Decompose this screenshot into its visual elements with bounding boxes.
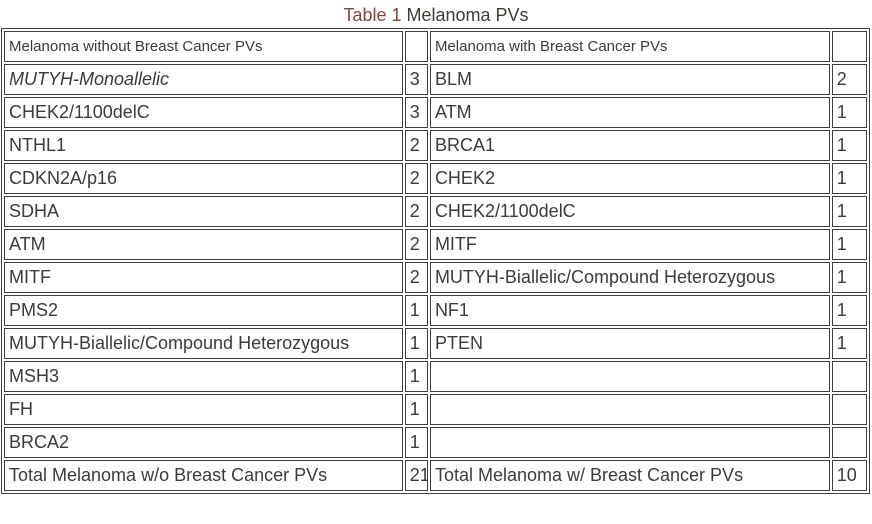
gene-cell-left: SDHA [4, 196, 403, 227]
gene-cell-left: NTHL1 [4, 130, 403, 161]
gene-cell-left: FH [4, 394, 403, 425]
count-cell-left: 2 [404, 229, 428, 260]
total-right-count: 10 [831, 460, 867, 491]
gene-cell-left: MUTYH-Biallelic/Compound Heterozygous [4, 328, 403, 359]
count-cell-right: 1 [831, 328, 867, 359]
count-cell-left: 2 [404, 196, 428, 227]
total-left-label: Total Melanoma w/o Breast Cancer PVs [4, 460, 403, 491]
header-left-count [404, 31, 428, 62]
table-caption-text: Melanoma PVs [401, 5, 529, 25]
count-cell-left: 1 [404, 295, 428, 326]
count-cell-right [831, 361, 867, 392]
gene-cell-left: CHEK2/1100delC [4, 97, 403, 128]
table-row: CDKN2A/p16 2 CHEK2 1 [4, 163, 867, 194]
gene-cell-left: ATM [4, 229, 403, 260]
count-cell-left: 3 [404, 97, 428, 128]
gene-cell-left: CDKN2A/p16 [4, 163, 403, 194]
count-cell-right: 1 [831, 229, 867, 260]
table-row: SDHA 2 CHEK2/1100delC 1 [4, 196, 867, 227]
table-body: Melanoma without Breast Cancer PVs Melan… [4, 31, 867, 491]
count-cell-left: 2 [404, 262, 428, 293]
header-left-title: Melanoma without Breast Cancer PVs [4, 31, 403, 62]
count-cell-right: 1 [831, 163, 867, 194]
gene-cell-right: NF1 [429, 295, 830, 326]
gene-cell-left: MITF [4, 262, 403, 293]
gene-cell-left: PMS2 [4, 295, 403, 326]
count-cell-left: 2 [404, 130, 428, 161]
total-left-count: 21 [404, 460, 428, 491]
gene-cell-left: MSH3 [4, 361, 403, 392]
count-cell-left: 3 [404, 64, 428, 95]
count-cell-right: 1 [831, 196, 867, 227]
table-row: FH 1 [4, 394, 867, 425]
count-cell-left: 2 [404, 163, 428, 194]
table-row: MUTYH-Monoallelic 3 BLM 2 [4, 64, 867, 95]
gene-cell-right: BRCA1 [429, 130, 830, 161]
table-row: ATM 2 MITF 1 [4, 229, 867, 260]
table-total-row: Total Melanoma w/o Breast Cancer PVs 21 … [4, 460, 867, 491]
table-row: MSH3 1 [4, 361, 867, 392]
count-cell-right: 1 [831, 295, 867, 326]
table-header-row: Melanoma without Breast Cancer PVs Melan… [4, 31, 867, 62]
count-cell-left: 1 [404, 361, 428, 392]
count-cell-right: 1 [831, 97, 867, 128]
gene-cell-right: ATM [429, 97, 830, 128]
table-row: BRCA2 1 [4, 427, 867, 458]
table-caption: Table 1 Melanoma PVs [0, 0, 872, 26]
count-cell-left: 1 [404, 394, 428, 425]
gene-cell-right: PTEN [429, 328, 830, 359]
table-row: MUTYH-Biallelic/Compound Heterozygous 1 … [4, 328, 867, 359]
header-right-count [831, 31, 867, 62]
gene-cell-right [429, 427, 830, 458]
count-cell-left: 1 [404, 427, 428, 458]
count-cell-left: 1 [404, 328, 428, 359]
table-row: PMS2 1 NF1 1 [4, 295, 867, 326]
melanoma-pv-table: Melanoma without Breast Cancer PVs Melan… [1, 28, 870, 494]
table-row: MITF 2 MUTYH-Biallelic/Compound Heterozy… [4, 262, 867, 293]
gene-cell-right: CHEK2 [429, 163, 830, 194]
total-right-label: Total Melanoma w/ Breast Cancer PVs [429, 460, 830, 491]
count-cell-right: 1 [831, 262, 867, 293]
gene-cell-right: BLM [429, 64, 830, 95]
count-cell-right: 2 [831, 64, 867, 95]
gene-cell-right: MUTYH-Biallelic/Compound Heterozygous [429, 262, 830, 293]
count-cell-right: 1 [831, 130, 867, 161]
table-row: NTHL1 2 BRCA1 1 [4, 130, 867, 161]
count-cell-right [831, 427, 867, 458]
header-right-title: Melanoma with Breast Cancer PVs [429, 31, 830, 62]
gene-cell-right [429, 394, 830, 425]
gene-cell-right [429, 361, 830, 392]
table-caption-label: Table 1 [343, 5, 402, 25]
count-cell-right [831, 394, 867, 425]
table-row: CHEK2/1100delC 3 ATM 1 [4, 97, 867, 128]
gene-cell-right: MITF [429, 229, 830, 260]
gene-cell-left: MUTYH-Monoallelic [4, 64, 403, 95]
gene-cell-right: CHEK2/1100delC [429, 196, 830, 227]
gene-cell-left: BRCA2 [4, 427, 403, 458]
